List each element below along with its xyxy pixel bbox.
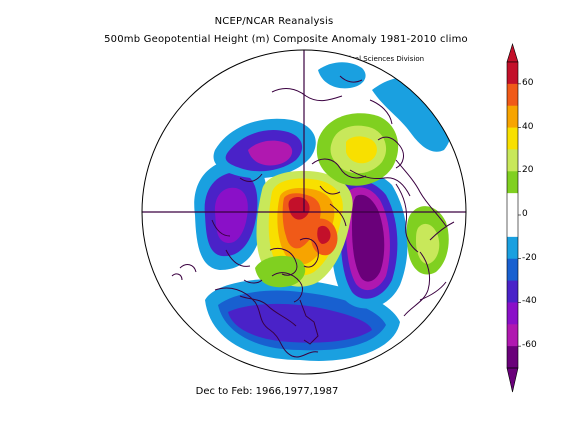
colorbar-segment (507, 83, 518, 107)
colorbar-segment (507, 236, 518, 260)
colorbar-segment (507, 127, 518, 150)
map-subtitle: 500mb Geopotential Height (m) Composite … (104, 34, 468, 45)
colorbar-segment (507, 149, 518, 172)
colorbar-tick-label: 0 (522, 209, 528, 219)
colorbar-segment (507, 193, 518, 216)
anomaly-low-asia-core (214, 187, 248, 244)
colorbar-tick-label: -60 (522, 340, 537, 351)
map-title: NCEP/NCAR Reanalysis (214, 16, 334, 27)
colorbar-segment (507, 302, 518, 325)
colorbar-tick-label: 40 (522, 121, 534, 132)
anomaly-low-pacific-core (228, 303, 372, 343)
anomaly-low-north-core (248, 140, 293, 166)
anomaly-high-scandinavia-core (317, 225, 331, 244)
anomaly-low-atlantic-core (352, 194, 385, 282)
colorbar-segment (507, 258, 518, 282)
colorbar-segment (507, 62, 518, 85)
map-border (141, 49, 467, 375)
date-range-caption: Dec to Feb: 1966,1977,1987 (195, 386, 339, 397)
anomaly-high-pacific (255, 255, 306, 288)
colorbar-segment (507, 105, 518, 129)
anomaly-high-top-core (346, 136, 377, 164)
colorbar-tick-label: -40 (522, 296, 537, 307)
colorbar-segment (507, 346, 518, 369)
colorbar-segment (507, 171, 518, 194)
colorbar-cap-top (506, 42, 519, 63)
colorbar-tick-label: 20 (522, 165, 534, 176)
colorbar-segment (507, 215, 518, 238)
colorbar-tick-label: -20 (522, 252, 537, 263)
coastlines (171, 75, 455, 358)
colorbar-tick-label: 60 (522, 77, 534, 88)
colorbar-segment (507, 280, 518, 303)
colorbar-segment (507, 324, 518, 347)
